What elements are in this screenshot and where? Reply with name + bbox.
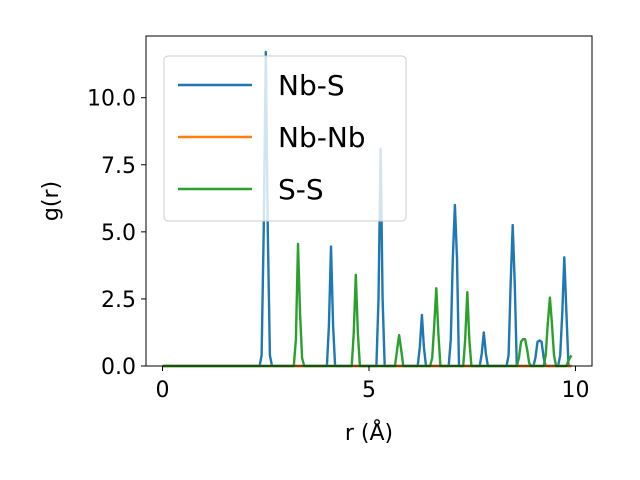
x-axis-label: r (Å): [345, 419, 393, 446]
y-tick-label: 7.5: [101, 154, 136, 179]
x-tick-label: 5: [362, 378, 376, 403]
legend-items: Nb-S Nb-Nb S-S: [178, 69, 366, 206]
y-tick-label: 10.0: [87, 87, 136, 112]
x-tick-label: 10: [561, 378, 589, 403]
x-tick-label: 0: [156, 378, 170, 403]
y-axis-label: g(r): [39, 181, 64, 221]
legend-label-nb-nb: Nb-Nb: [278, 121, 366, 154]
x-axis-ticks: 0 5 10: [156, 366, 589, 403]
y-tick-label: 2.5: [101, 288, 136, 313]
y-tick-label: 5.0: [101, 221, 136, 246]
y-tick-label: 0.0: [101, 355, 136, 380]
legend-label-s-s: S-S: [278, 173, 324, 206]
y-axis-ticks: 0.0 2.5 5.0 7.5 10.0: [87, 87, 146, 380]
series-line-nb-s: [162, 50, 572, 368]
legend-frame: [163, 55, 407, 222]
legend: Nb-S Nb-Nb S-S: [163, 55, 407, 222]
legend-label-nb-s: Nb-S: [278, 69, 345, 102]
